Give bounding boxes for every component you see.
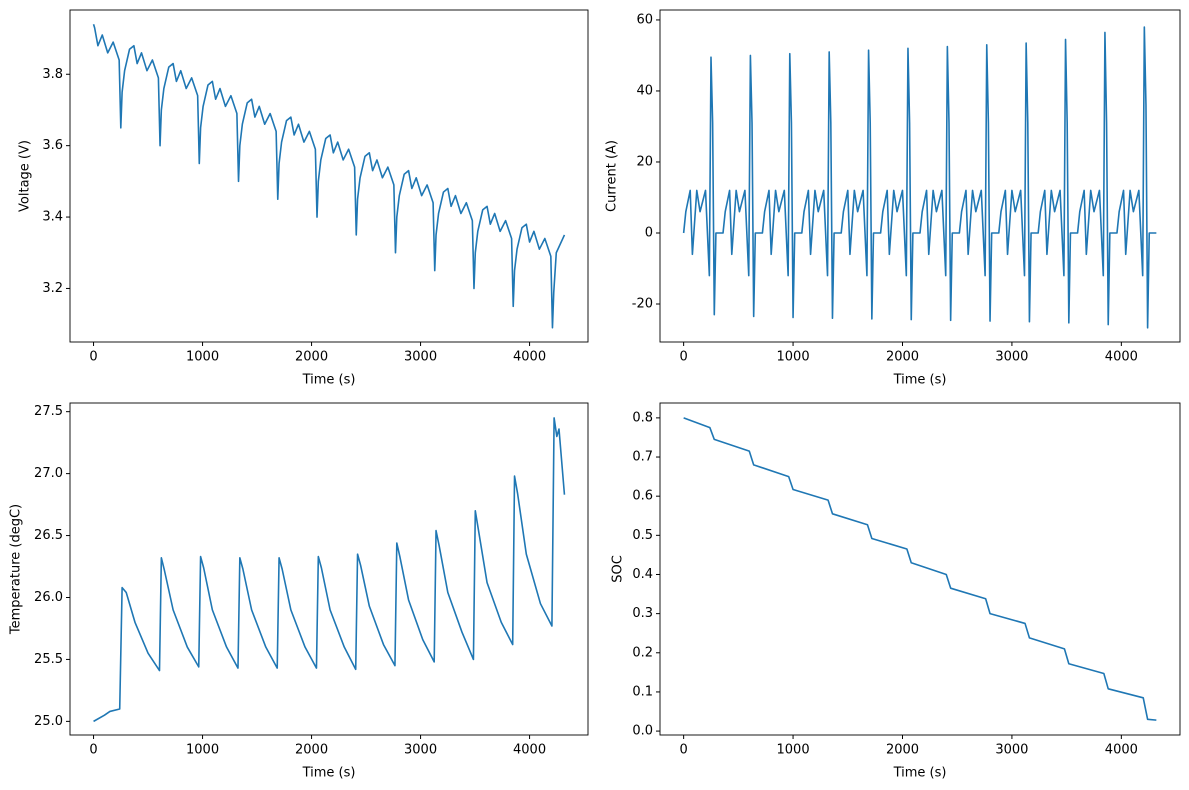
x-tick-label: 4000 [513,350,546,365]
x-axis-label: Time (s) [893,766,947,781]
x-tick-label: 0 [89,743,97,758]
axes-frame [69,9,589,343]
y-tick-label: 0.3 [632,606,653,621]
x-tick-label: 0 [89,350,97,365]
x-axis-label: Time (s) [302,373,356,388]
x-tick-label: 2000 [886,743,919,758]
x-tick-label: 4000 [513,743,546,758]
y-tick-label: 0.8 [632,410,653,425]
data-line [93,417,566,723]
x-tick-label: 4000 [1105,350,1138,365]
y-axis-label: SOC [611,555,626,583]
x-tick-label: 3000 [404,350,437,365]
x-tick-label: 3000 [995,350,1028,365]
y-tick-label: 3.8 [42,67,63,82]
y-tick-label: 26.5 [34,528,63,543]
axes-frame [659,402,1181,736]
x-tick-label: 2000 [295,350,328,365]
y-axis-label: Current (A) [605,140,620,212]
y-tick-label: 0.4 [632,567,653,582]
y-tick-label: 0 [645,225,653,240]
y-tick-label: 0.2 [632,645,653,660]
y-tick-label: 20 [636,154,653,169]
y-tick-label: 27.0 [34,466,63,481]
y-tick-label: 40 [636,83,653,98]
x-tick-label: 2000 [295,743,328,758]
x-axis-label: Time (s) [302,766,356,781]
x-tick-label: 1000 [777,743,810,758]
y-tick-label: 3.6 [42,138,63,153]
y-tick-label: 0.5 [632,528,653,543]
y-tick-label: 26.0 [34,590,63,605]
x-tick-label: 3000 [995,743,1028,758]
x-tick-label: 1000 [186,350,219,365]
x-tick-label: 1000 [186,743,219,758]
y-axis-label: Voltage (V) [18,140,33,212]
y-tick-label: -20 [632,297,653,312]
data-line [682,26,1157,329]
x-tick-label: 0 [679,743,687,758]
x-tick-label: 3000 [404,743,437,758]
y-tick-label: 25.5 [34,652,63,667]
y-tick-label: 27.5 [34,404,63,419]
x-tick-label: 4000 [1105,743,1138,758]
y-tick-label: 3.4 [42,210,63,225]
axes-frame [659,9,1181,343]
x-tick-label: 2000 [886,350,919,365]
y-axis-label: Temperature (degC) [9,504,24,635]
data-line [92,24,566,329]
x-axis-label: Time (s) [893,373,947,388]
data-line [683,417,1157,721]
y-tick-label: 0.1 [632,684,653,699]
y-tick-label: 3.2 [42,281,63,296]
y-tick-label: 0.7 [632,450,653,465]
axes-frame [69,402,589,736]
x-tick-label: 0 [679,350,687,365]
y-tick-label: 0.6 [632,489,653,504]
y-tick-label: 0.0 [632,724,653,739]
y-tick-label: 25.0 [34,714,63,729]
x-tick-label: 1000 [777,350,810,365]
y-tick-label: 60 [636,12,653,27]
